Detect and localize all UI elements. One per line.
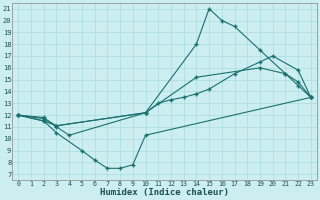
X-axis label: Humidex (Indice chaleur): Humidex (Indice chaleur) xyxy=(100,188,229,197)
